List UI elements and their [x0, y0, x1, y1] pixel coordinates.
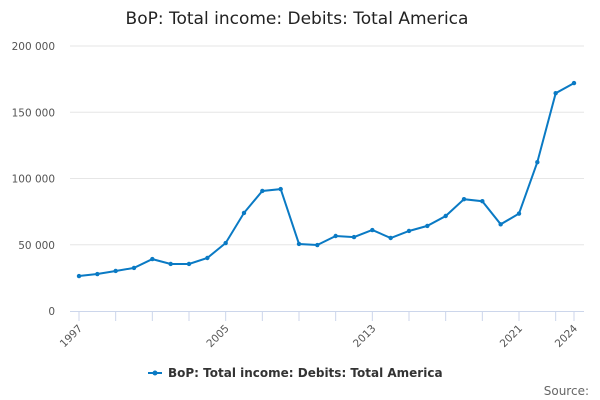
data-point	[315, 242, 320, 248]
data-point	[535, 160, 540, 165]
data-point	[168, 261, 173, 267]
data-point	[95, 271, 100, 277]
data-point	[296, 241, 302, 247]
data-point	[278, 186, 283, 192]
source-label: Source:	[544, 384, 589, 398]
data-point	[388, 235, 393, 241]
legend-marker-icon	[152, 370, 158, 376]
y-tick-label: 100 000	[12, 174, 55, 186]
x-tick-label: 2013	[351, 323, 378, 350]
data-point	[223, 240, 228, 246]
series-line	[78, 82, 575, 277]
data-point	[205, 255, 210, 261]
y-tick-label: 0	[48, 306, 55, 318]
data-point	[516, 211, 522, 216]
data-point	[333, 233, 338, 239]
data-point	[498, 222, 503, 227]
x-tick-label: 2024	[553, 322, 581, 350]
data-point	[571, 80, 577, 86]
y-tick-label: 200 000	[12, 41, 55, 53]
y-tick-label: 50 000	[18, 240, 55, 252]
y-tick-label: 150 000	[12, 107, 55, 119]
x-tick-label: 2005	[204, 323, 231, 350]
data-point	[425, 223, 430, 229]
data-point	[553, 90, 558, 96]
chart-title: BoP: Total income: Debits: Total America	[126, 9, 469, 29]
data-point	[370, 227, 375, 233]
data-point	[461, 196, 467, 202]
legend[interactable]: BoP: Total income: Debits: Total America	[148, 366, 443, 380]
data-point	[443, 213, 448, 219]
data-point	[150, 256, 155, 262]
legend-label: BoP: Total income: Debits: Total America	[168, 366, 443, 380]
x-tick-label: 2021	[498, 323, 525, 350]
data-point	[480, 198, 485, 204]
data-point	[406, 228, 412, 234]
data-point	[76, 273, 82, 279]
x-tick-label: 1997	[58, 323, 85, 350]
data-point	[131, 265, 137, 271]
data-point	[241, 210, 247, 216]
data-point	[351, 234, 357, 240]
data-point	[260, 188, 265, 194]
data-point	[186, 261, 192, 267]
data-point	[113, 268, 118, 274]
